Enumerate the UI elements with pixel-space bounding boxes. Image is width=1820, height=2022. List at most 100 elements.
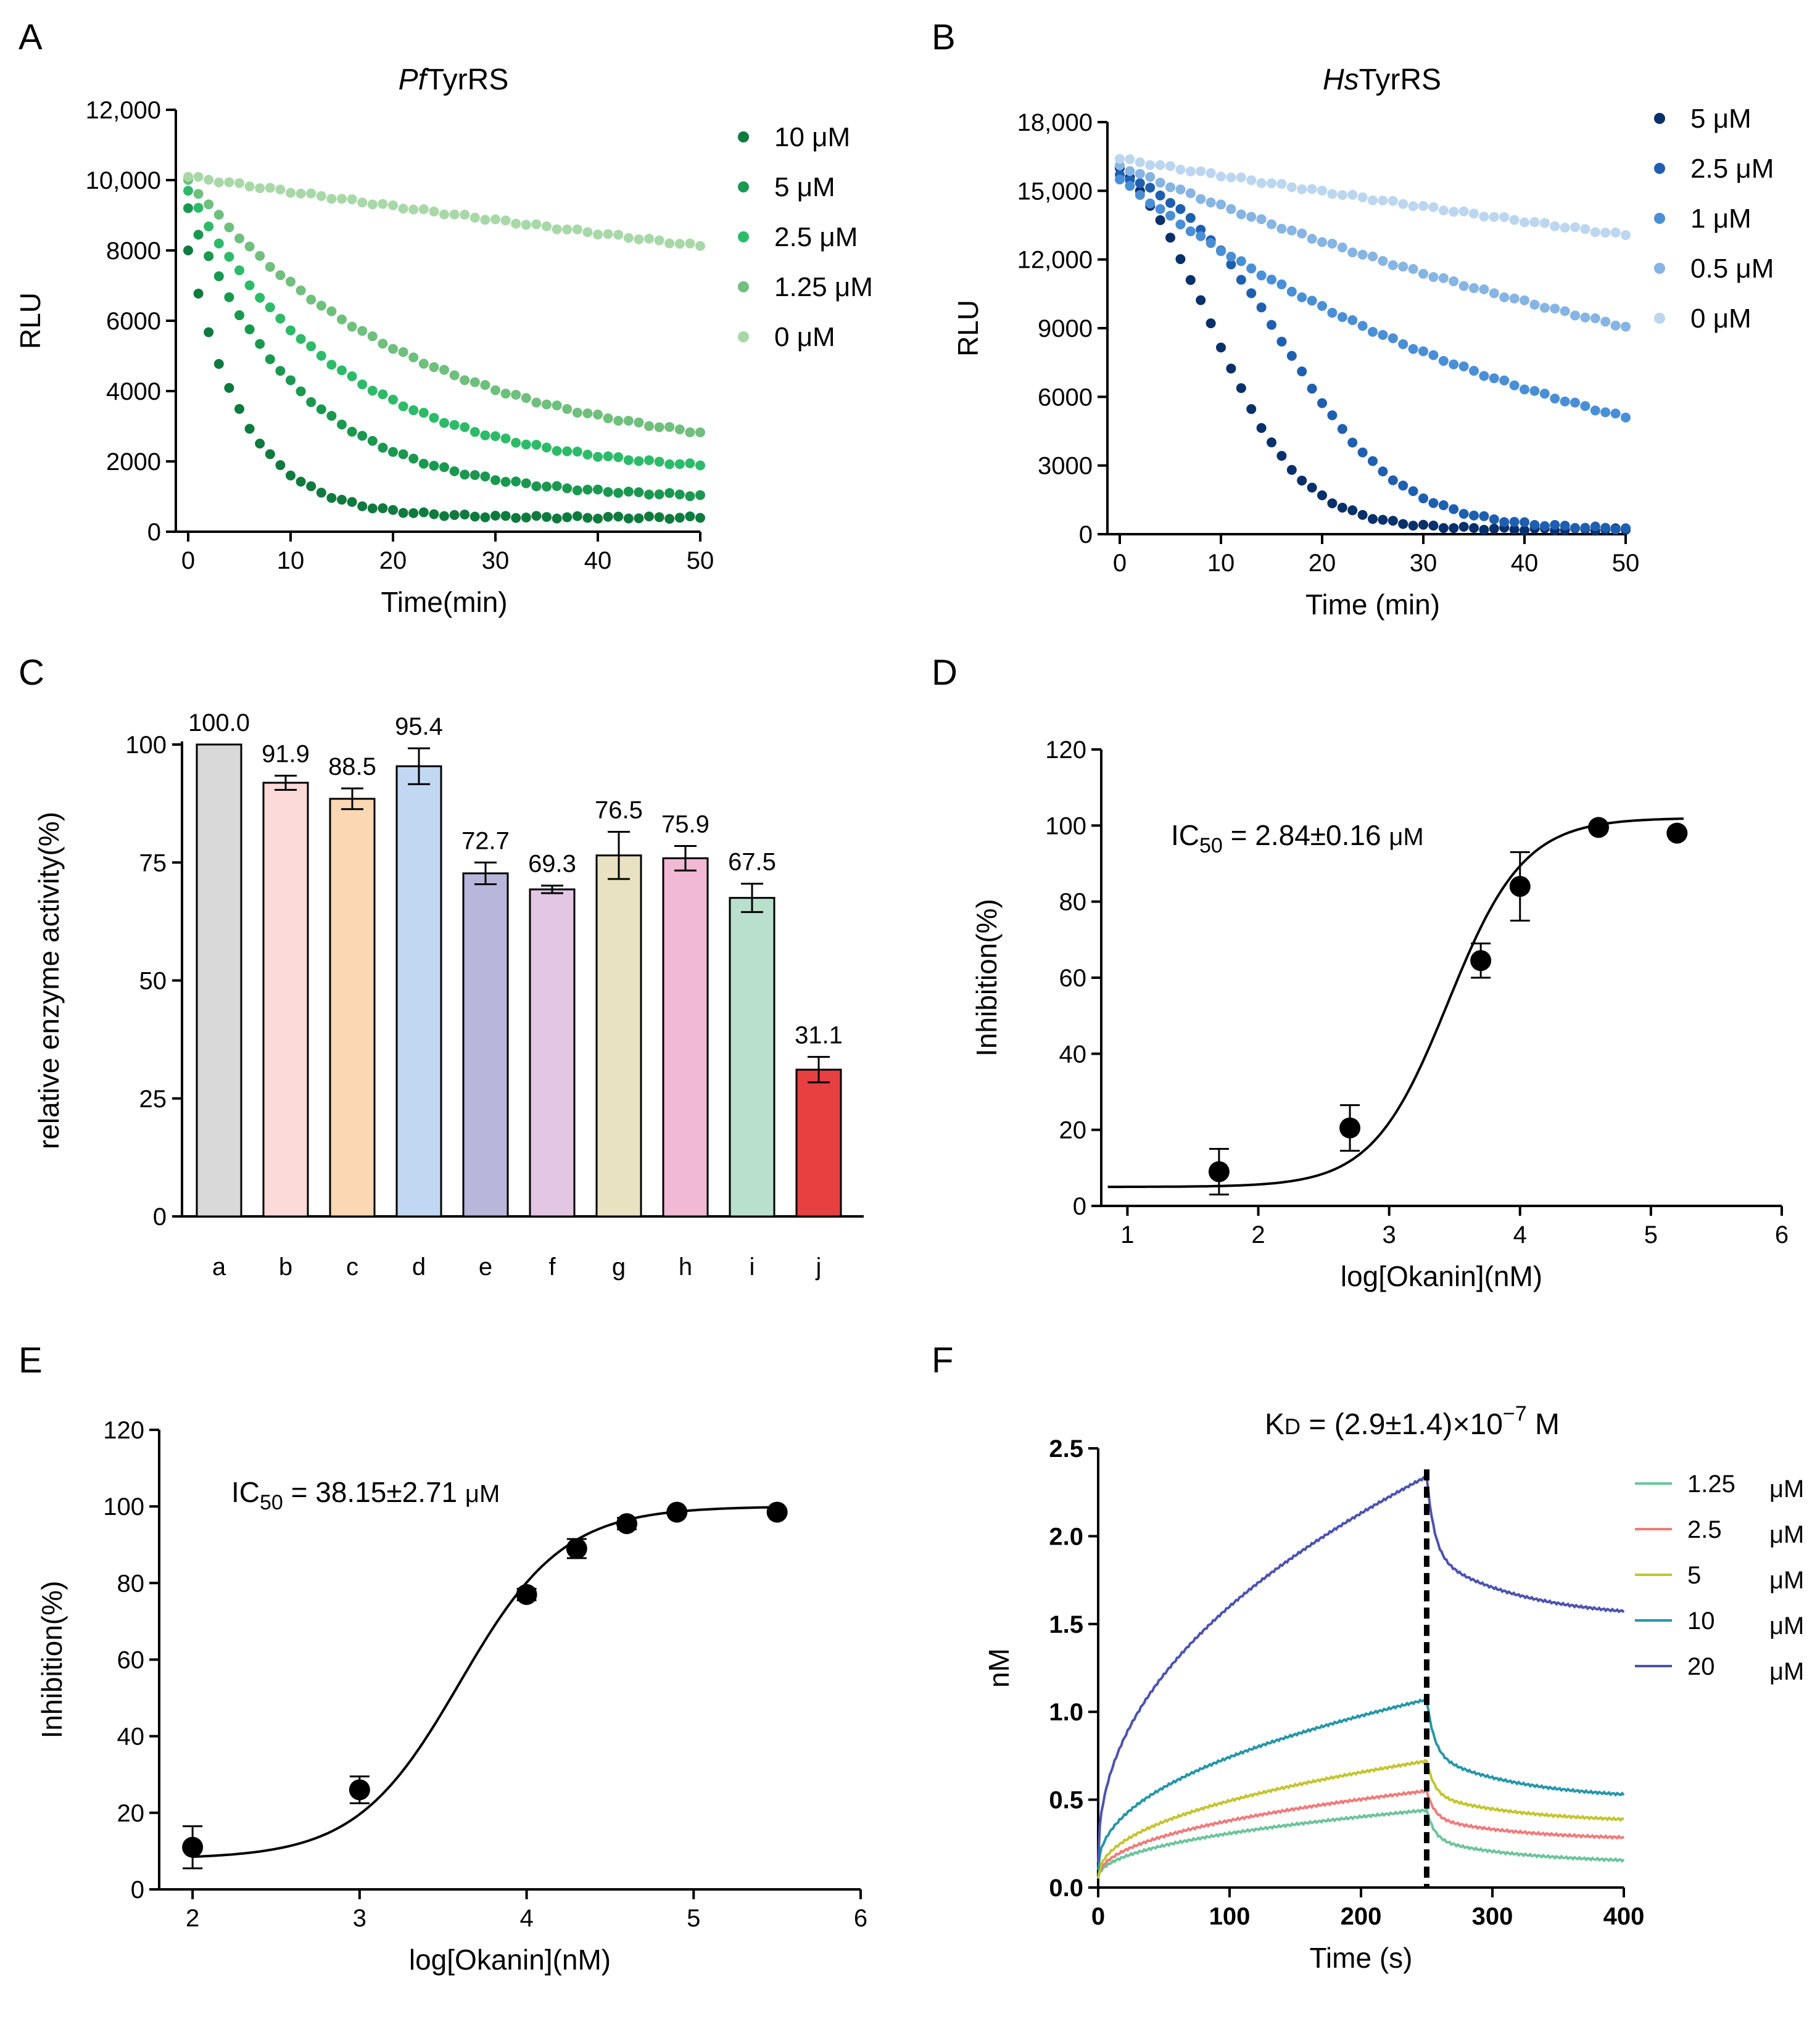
data-point [1196, 166, 1206, 176]
data-point [685, 427, 695, 437]
data-point [357, 326, 368, 336]
x-tick-label: 0 [1091, 1903, 1105, 1930]
data-point [306, 294, 316, 305]
data-point [531, 219, 542, 229]
data-point [1588, 817, 1610, 838]
data-point [1145, 198, 1156, 208]
data-point [623, 455, 634, 465]
data-point [1196, 231, 1206, 241]
data-point [1580, 522, 1590, 533]
data-point [1216, 342, 1226, 353]
data-point [1246, 288, 1257, 299]
data-point [521, 513, 531, 523]
data-point [1155, 190, 1165, 200]
y-tick-label: 40 [117, 1723, 145, 1751]
data-point [255, 250, 265, 261]
data-point [644, 233, 654, 244]
data-point [1418, 200, 1428, 211]
data-point [337, 419, 347, 430]
x-tick-label: 5 [687, 1905, 700, 1932]
data-point [1469, 208, 1479, 219]
data-point [1307, 184, 1317, 194]
data-point [1408, 486, 1418, 497]
data-point [1135, 178, 1145, 188]
x-tick-label: i [750, 1253, 755, 1281]
data-point [1590, 227, 1600, 237]
data-point [1125, 181, 1135, 191]
x-axis-title: log[Okanin](nM) [1341, 1260, 1542, 1292]
data-point [460, 210, 470, 220]
x-tick-label: 6 [854, 1905, 867, 1932]
data-point [1155, 215, 1165, 225]
data-point [1145, 160, 1156, 170]
data-point [1185, 274, 1196, 285]
x-tick-label: 2 [186, 1905, 199, 1932]
data-point [695, 241, 705, 251]
data-point [1368, 326, 1378, 337]
legend-label: 0.5 μM [1690, 254, 1774, 284]
data-point [1236, 274, 1246, 285]
data-point [1267, 437, 1276, 448]
data-point [193, 189, 204, 199]
data-point [1610, 320, 1621, 331]
data-point [603, 451, 613, 461]
data-point [1610, 408, 1621, 419]
data-point [664, 238, 675, 249]
panel-label-d: D [932, 653, 958, 693]
data-point [1408, 201, 1418, 212]
data-point [255, 439, 265, 449]
data-point [634, 417, 644, 427]
y-tick-label: 15,000 [1017, 178, 1093, 205]
data-point [1206, 197, 1216, 208]
data-point [1256, 270, 1267, 281]
y-tick-label: 4000 [106, 378, 161, 405]
panel-f: F 0 100 200 300 400 0.0 0.5 1.0 1.5 2.0 2.5 Time (s… [932, 1340, 1804, 1974]
data-point [357, 379, 368, 390]
sensorgram-line [1097, 1697, 1625, 1870]
x-tick-label: 30 [1410, 550, 1437, 577]
data-point [1520, 217, 1529, 228]
data-point [582, 513, 593, 523]
data-point [244, 424, 255, 434]
y-tick-label: 12,000 [86, 97, 161, 124]
data-point [552, 445, 562, 456]
data-point [664, 488, 675, 498]
x-tick-label: 400 [1603, 1903, 1645, 1930]
data-point [1286, 464, 1297, 475]
data-point [224, 252, 234, 262]
data-point [234, 404, 244, 415]
x-axis-title: log[Okanin](nM) [409, 1944, 611, 1976]
x-tick-label: 200 [1341, 1903, 1382, 1930]
data-point [347, 371, 357, 382]
data-point [1267, 274, 1276, 285]
data-point [490, 214, 500, 225]
legend-label: 10 μM [774, 122, 850, 152]
data-point [480, 471, 490, 482]
data-point [1125, 166, 1135, 176]
data-point [337, 314, 347, 324]
y-tick-label: 12,000 [1017, 247, 1093, 274]
data-point [1428, 202, 1439, 212]
legend-unit: μM [1769, 1567, 1804, 1594]
data-point [1276, 451, 1287, 461]
data-point [1398, 262, 1408, 272]
data-point [306, 397, 316, 407]
data-label: 72.7 [461, 827, 510, 854]
data-point [654, 456, 664, 467]
legend-marker [738, 281, 749, 292]
data-point [593, 513, 603, 524]
data-point [531, 440, 542, 450]
data-point [1621, 321, 1631, 332]
data-point [429, 460, 439, 471]
data-point [1175, 164, 1186, 175]
data-point [542, 481, 552, 492]
data-point [480, 215, 490, 225]
data-point [449, 370, 460, 381]
data-point [1479, 284, 1489, 295]
data-point [1347, 315, 1358, 326]
data-point [531, 397, 542, 408]
data-point [674, 424, 685, 435]
y-tick-label: 20 [117, 1800, 145, 1827]
data-point [1408, 264, 1418, 274]
data-point [1509, 380, 1520, 390]
